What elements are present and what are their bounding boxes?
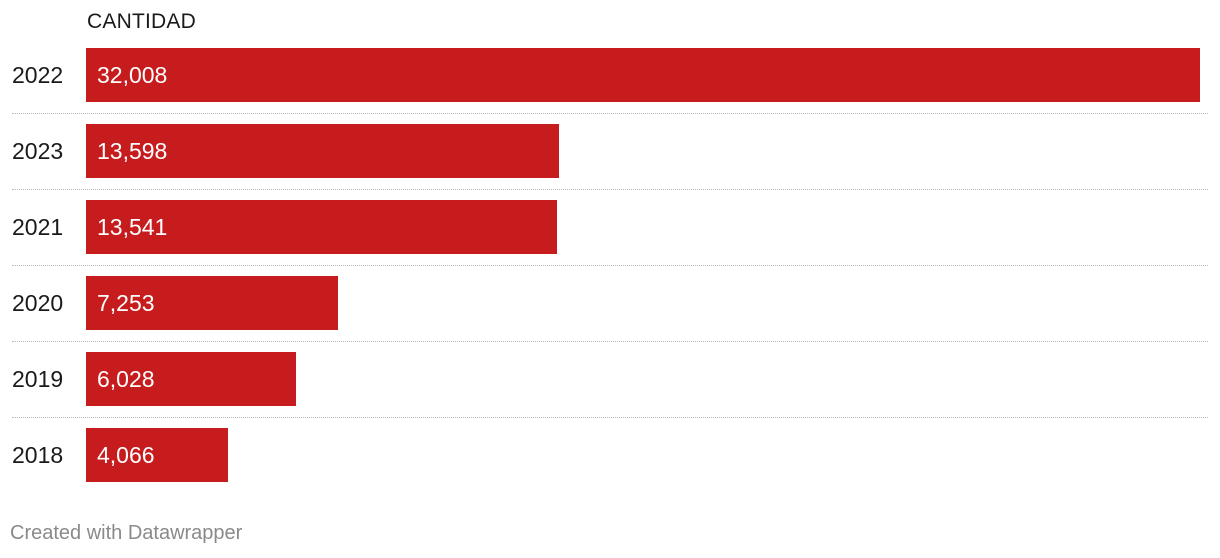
bar — [86, 352, 296, 406]
bar-value-label: 13,541 — [97, 214, 168, 240]
bar-value-label: 7,253 — [97, 290, 155, 316]
bar-row: 2018 4,066 — [0, 428, 1220, 504]
bar-value-label: 13,598 — [97, 138, 168, 164]
row-divider — [12, 417, 1208, 418]
category-label: 2020 — [12, 290, 64, 316]
category-label: 2022 — [12, 62, 64, 88]
column-header: CANTIDAD — [87, 10, 196, 33]
row-divider — [12, 341, 1208, 342]
bar-row: 2022 32,008 — [0, 48, 1220, 124]
bar-row: 2021 13,541 — [0, 200, 1220, 276]
bar — [86, 276, 338, 330]
row-divider — [12, 265, 1208, 266]
bar-value-label: 4,066 — [97, 442, 155, 468]
bar-row: 2023 13,598 — [0, 124, 1220, 200]
bar — [86, 428, 228, 482]
bar — [86, 124, 559, 178]
category-label: 2018 — [12, 442, 64, 468]
bar — [86, 200, 557, 254]
row-divider — [12, 113, 1208, 114]
bar-value-label: 32,008 — [97, 62, 168, 88]
bar — [86, 48, 1200, 102]
bar-row: 2020 7,253 — [0, 276, 1220, 352]
category-label: 2023 — [12, 138, 64, 164]
row-divider — [12, 189, 1208, 190]
datawrapper-credit: Created with Datawrapper — [10, 522, 243, 544]
category-label: 2019 — [12, 366, 64, 392]
category-label: 2021 — [12, 214, 64, 240]
bar-value-label: 6,028 — [97, 366, 155, 392]
bar-row: 2019 6,028 — [0, 352, 1220, 428]
